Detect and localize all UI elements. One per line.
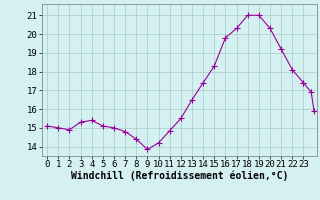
X-axis label: Windchill (Refroidissement éolien,°C): Windchill (Refroidissement éolien,°C): [70, 171, 288, 181]
